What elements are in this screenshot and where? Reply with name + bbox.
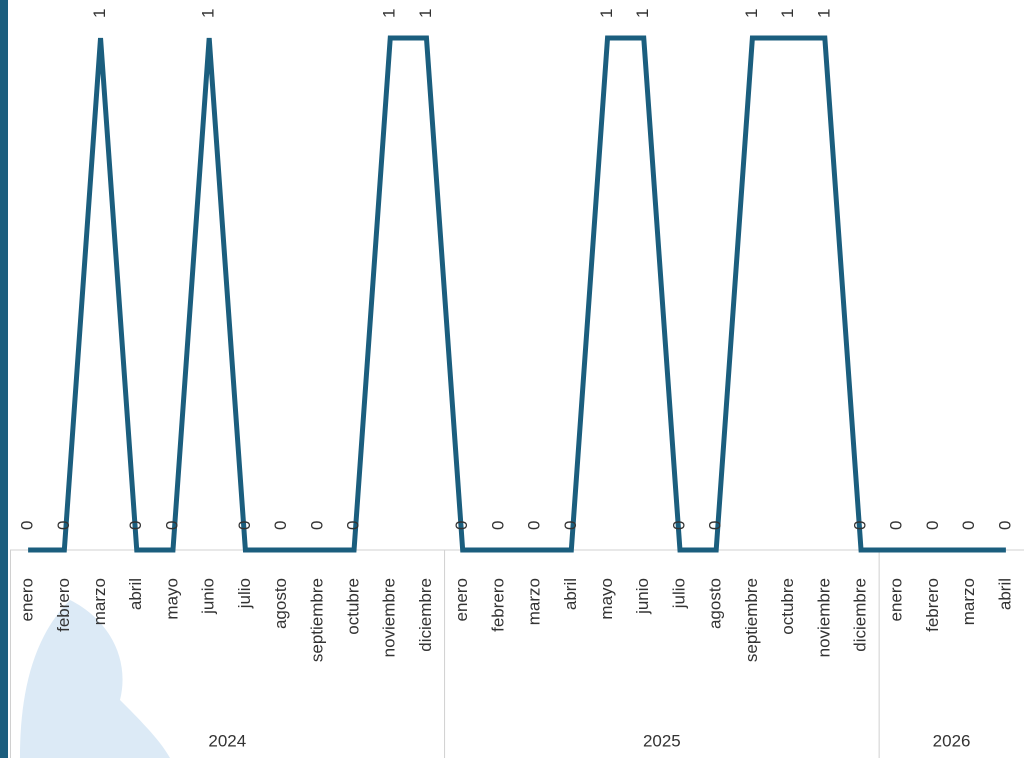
data-label: 0 [162,521,181,530]
x-tick-label: diciembre [416,578,435,652]
data-line [28,35,1006,553]
data-label: 0 [669,521,688,530]
data-label: 0 [126,521,145,530]
x-tick-label: marzo [959,578,978,625]
x-tick-label: febrero [923,578,942,632]
group-label: 2025 [643,731,681,750]
data-label: 1 [597,9,616,18]
x-tick-label: enero [452,578,471,621]
data-label: 0 [18,521,37,530]
data-label: 0 [307,521,326,530]
watermark [20,600,170,758]
data-label: 1 [742,9,761,18]
data-label: 0 [54,521,73,530]
data-label: 0 [488,521,507,530]
x-tick-label: septiembre [307,578,326,662]
x-tick-label: marzo [90,578,109,625]
data-label: 0 [851,521,870,530]
x-tick-label: octubre [778,578,797,635]
x-tick-label: agosto [706,578,725,629]
x-tick-label: enero [18,578,37,621]
x-tick-label: marzo [525,578,544,625]
group-label: 2024 [208,731,246,750]
x-tick-label: mayo [162,578,181,620]
data-label: 0 [923,521,942,530]
x-tick-label: septiembre [742,578,761,662]
x-tick-label: junio [633,578,652,615]
data-label: 0 [959,521,978,530]
x-tick-label: enero [887,578,906,621]
x-tick-label: octubre [344,578,363,635]
data-label: 1 [90,9,109,18]
x-tick-label: febrero [54,578,73,632]
x-tick-label: noviembre [814,578,833,657]
data-label: 1 [778,9,797,18]
data-label: 1 [814,9,833,18]
x-tick-label: abril [561,578,580,610]
data-label: 0 [561,521,580,530]
x-tick-label: julio [235,578,254,609]
data-label: 1 [380,9,399,18]
data-label: 1 [199,9,218,18]
x-tick-label: abril [995,578,1014,610]
x-tick-label: diciembre [851,578,870,652]
x-tick-label: febrero [488,578,507,632]
group-label: 2026 [933,731,971,750]
x-tick-label: julio [669,578,688,609]
data-label: 0 [344,521,363,530]
data-label: 1 [633,9,652,18]
x-tick-label: junio [199,578,218,615]
data-label: 0 [271,521,290,530]
x-tick-label: mayo [597,578,616,620]
x-tick-label: agosto [271,578,290,629]
data-label: 0 [452,521,471,530]
data-label: 0 [525,521,544,530]
x-tick-label: noviembre [380,578,399,657]
data-label: 0 [995,521,1014,530]
side-bar [0,0,8,758]
data-label: 0 [706,521,725,530]
data-label: 0 [887,521,906,530]
x-tick-label: abril [126,578,145,610]
data-label: 0 [235,521,254,530]
data-label: 1 [416,9,435,18]
